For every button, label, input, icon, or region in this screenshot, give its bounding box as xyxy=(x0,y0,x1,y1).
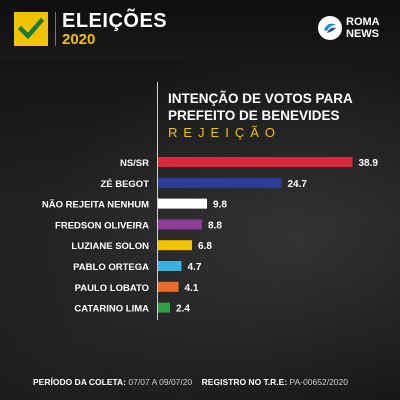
collection-period-label: PERÍODO DA COLETA: xyxy=(33,377,127,387)
footer: PERÍODO DA COLETA: 07/07 A 09/07/20 REGI… xyxy=(33,377,348,387)
bar xyxy=(158,157,353,167)
chart-title-line-2: PREFEITO DE BENEVIDES xyxy=(168,108,340,123)
category-label: FREDSON OLIVEIRA xyxy=(55,220,149,231)
bar xyxy=(158,281,179,292)
header-bar: ELEIÇÕES 2020 ROMA NEWS xyxy=(0,0,400,60)
chart-axis-line xyxy=(157,82,158,320)
value-label: 9.8 xyxy=(213,200,227,211)
category-label: LUZIANE SOLON xyxy=(71,241,149,252)
bar xyxy=(158,261,182,271)
value-label: 2.4 xyxy=(176,304,190,315)
bar xyxy=(158,198,207,209)
category-label: NÃO REJEITA NENHUM xyxy=(42,200,149,211)
roma-news-logo: ROMA NEWS xyxy=(318,14,388,46)
bar xyxy=(158,177,282,188)
bar xyxy=(158,302,170,313)
value-label: 4.7 xyxy=(188,262,202,273)
value-label: 24.7 xyxy=(288,179,308,190)
registry-label: REGISTRO NO T.R.E: xyxy=(201,377,288,387)
category-label: NS/SR xyxy=(120,158,149,169)
header-divider xyxy=(55,12,56,46)
value-label: 6.8 xyxy=(198,241,212,252)
logo-line-2: NEWS xyxy=(346,28,379,40)
registry-value: PA-00652/2020 xyxy=(289,377,348,387)
category-label: PABLO ORTEGA xyxy=(73,262,149,273)
bar xyxy=(158,240,192,251)
category-label: CATARINO LIMA xyxy=(74,304,149,315)
logo-text: ROMA NEWS xyxy=(346,16,380,40)
check-icon xyxy=(14,12,48,46)
bar xyxy=(158,219,202,230)
brand-title: ELEIÇÕES xyxy=(62,10,168,32)
value-label: 4.1 xyxy=(185,283,199,294)
brand-year: 2020 xyxy=(62,31,96,48)
category-label: ZÉ BEGOT xyxy=(100,179,149,190)
collection-period-value: 07/07 A 09/07/20 xyxy=(128,377,193,387)
category-label: PAULO LOBATO xyxy=(75,283,149,294)
value-label: 38.9 xyxy=(359,158,379,169)
chart-subtitle: REJEIÇÃO xyxy=(168,125,282,140)
roma-news-logo-icon xyxy=(318,16,342,40)
value-label: 8.8 xyxy=(208,220,222,231)
logo-line-1: ROMA xyxy=(346,16,380,28)
chart-title-line-1: INTENÇÃO DE VOTOS PARA xyxy=(168,91,353,106)
chart-title: INTENÇÃO DE VOTOS PARA PREFEITO DE BENEV… xyxy=(168,90,398,124)
